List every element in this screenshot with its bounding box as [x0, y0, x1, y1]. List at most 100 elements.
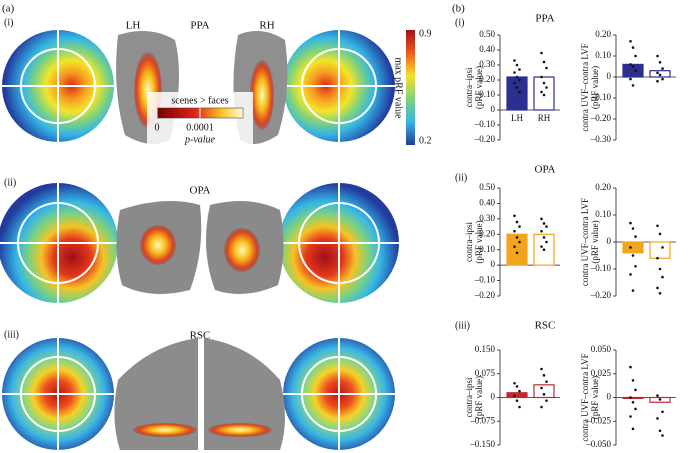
- data-point: [629, 246, 632, 249]
- y-tick-label: 0.50: [479, 182, 495, 192]
- panel-label: (b): [452, 3, 465, 15]
- row-label: (ii): [455, 172, 467, 183]
- y-axis-label: contra–ipsi: [464, 67, 474, 107]
- y-tick-label: –0.20: [590, 290, 612, 300]
- data-point: [518, 68, 521, 71]
- colorbar-tick-label: 0.9: [419, 28, 432, 39]
- brain-surfaces: [114, 31, 288, 450]
- data-point: [515, 86, 519, 89]
- y-tick-label: 0.30: [479, 213, 495, 223]
- data-point: [540, 367, 543, 371]
- data-point: [513, 394, 516, 398]
- data-point: [656, 286, 659, 290]
- data-point: [634, 407, 637, 411]
- x-tick-label: LH: [511, 113, 523, 123]
- pvalue-title: scenes > faces: [171, 95, 228, 106]
- y-tick-label: –0.050: [585, 439, 611, 449]
- bar: [622, 396, 644, 400]
- colorbar-tick-label: 0.2: [419, 135, 432, 146]
- data-point: [540, 229, 543, 233]
- data-point: [540, 386, 543, 390]
- data-point: [656, 256, 659, 260]
- row-label: (i): [455, 17, 464, 28]
- data-point: [513, 229, 516, 233]
- data-point: [658, 398, 662, 401]
- data-point: [629, 221, 632, 225]
- data-point: [634, 388, 637, 392]
- data-point: [634, 235, 637, 238]
- y-tick-label: 0: [607, 236, 612, 246]
- data-point: [656, 79, 659, 83]
- y-axis-label: contra–ipsi: [464, 377, 474, 417]
- y-tick-label: 0.025: [591, 368, 612, 378]
- data-point: [542, 60, 546, 64]
- y-axis-unit: (pRF value): [474, 220, 484, 263]
- data-point: [518, 240, 521, 244]
- data-point: [631, 254, 635, 257]
- pvalue-label: p-value: [184, 134, 216, 145]
- data-point: [631, 46, 635, 49]
- data-point: [656, 71, 659, 75]
- y-tick-label: 0.10: [479, 89, 495, 99]
- data-point: [631, 84, 635, 87]
- data-point: [513, 381, 516, 385]
- data-point: [545, 240, 548, 244]
- y-tick-label: 0.50: [479, 29, 495, 39]
- y-tick-label: 0.10: [479, 244, 495, 254]
- row-label: (iii): [455, 320, 470, 331]
- prf-grid: [0, 30, 399, 450]
- data-point: [629, 415, 632, 418]
- y-tick-label: –0.025: [585, 415, 611, 425]
- data-point: [518, 405, 521, 409]
- data-point: [540, 245, 543, 248]
- data-point: [629, 365, 632, 369]
- y-tick-label: –0.10: [474, 119, 496, 129]
- bar: [533, 384, 555, 399]
- y-tick-label: –0.150: [469, 439, 495, 449]
- data-point: [513, 71, 516, 74]
- data-point: [656, 54, 659, 58]
- pvalue-tick-label: 0.0001: [186, 122, 214, 133]
- y-tick-label: 0.20: [479, 228, 495, 238]
- data-point: [513, 245, 516, 248]
- data-point: [515, 251, 519, 255]
- y-tick-label: –0.075: [469, 415, 495, 425]
- y-axis-label: contra UVF–contra LVF: [580, 198, 590, 286]
- data-point: [656, 417, 659, 420]
- data-point: [634, 69, 637, 72]
- data-point: [518, 389, 521, 393]
- data-point: [661, 275, 664, 279]
- bar: [622, 241, 644, 254]
- data-point: [542, 93, 546, 97]
- data-point: [518, 225, 521, 228]
- data-point: [658, 73, 662, 77]
- y-tick-label: 0: [491, 392, 496, 402]
- data-point: [658, 292, 662, 295]
- data-point: [629, 273, 632, 276]
- y-tick-label: 0.30: [479, 59, 495, 69]
- data-point: [542, 81, 546, 85]
- data-point: [542, 248, 546, 252]
- y-tick-label: 0.20: [595, 29, 611, 39]
- panel-a-graphics: [0, 30, 415, 450]
- bar: [506, 233, 528, 266]
- data-point: [634, 54, 637, 58]
- data-point: [545, 86, 548, 89]
- data-point: [540, 217, 543, 221]
- y-tick-label: –0.20: [474, 290, 496, 300]
- row-label: (iii): [4, 329, 19, 340]
- data-point: [658, 267, 662, 271]
- y-tick-label: 0: [491, 259, 496, 269]
- data-point: [629, 63, 632, 66]
- y-tick-label: 0.10: [595, 50, 611, 60]
- y-axis-label: contra–ipsi: [464, 222, 474, 262]
- pvalue-tick-label: 0: [155, 122, 160, 133]
- panel-a-text: (a) (i) (ii) (iii) PPA OPA RSC LH RH sce…: [2, 3, 404, 342]
- data-point: [661, 77, 664, 81]
- y-tick-label: 0.40: [479, 197, 495, 207]
- data-point: [631, 427, 635, 431]
- data-point: [634, 265, 637, 268]
- y-axis-label: contra UVF–contra LVF: [580, 353, 590, 441]
- data-point: [515, 75, 519, 79]
